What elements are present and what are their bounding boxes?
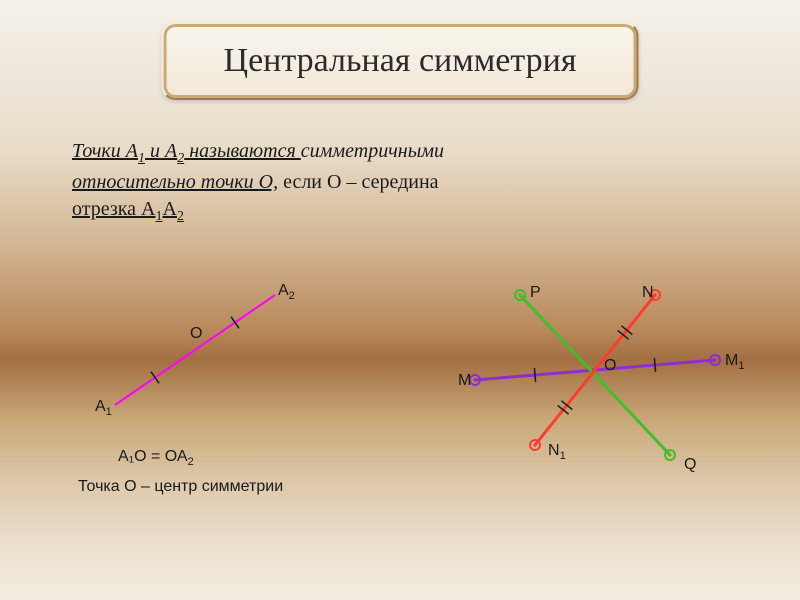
diagram-2 — [470, 290, 720, 460]
label-Q: Q — [684, 456, 696, 474]
center-label: Точка О – центр симметрии — [78, 478, 283, 496]
title-frame: Центральная симметрия — [162, 22, 639, 100]
eq-a1o-oa2: А₁О = ОА2 — [118, 448, 194, 468]
label-M1: M1 — [725, 352, 745, 372]
label-A1: А1 — [95, 398, 112, 418]
diagram-1 — [115, 295, 275, 405]
label-N1: N1 — [548, 442, 566, 462]
label-N: N — [642, 284, 654, 302]
label-A2: А2 — [278, 282, 295, 302]
label-P: P — [530, 284, 541, 302]
label-O1: О — [190, 325, 202, 343]
label-M: M — [458, 372, 471, 390]
label-O2: O — [604, 357, 616, 375]
page-title: Центральная симметрия — [224, 42, 577, 80]
diagrams — [0, 260, 800, 580]
definition-text: Точки А1 и А2 называются симметричными о… — [72, 138, 720, 227]
